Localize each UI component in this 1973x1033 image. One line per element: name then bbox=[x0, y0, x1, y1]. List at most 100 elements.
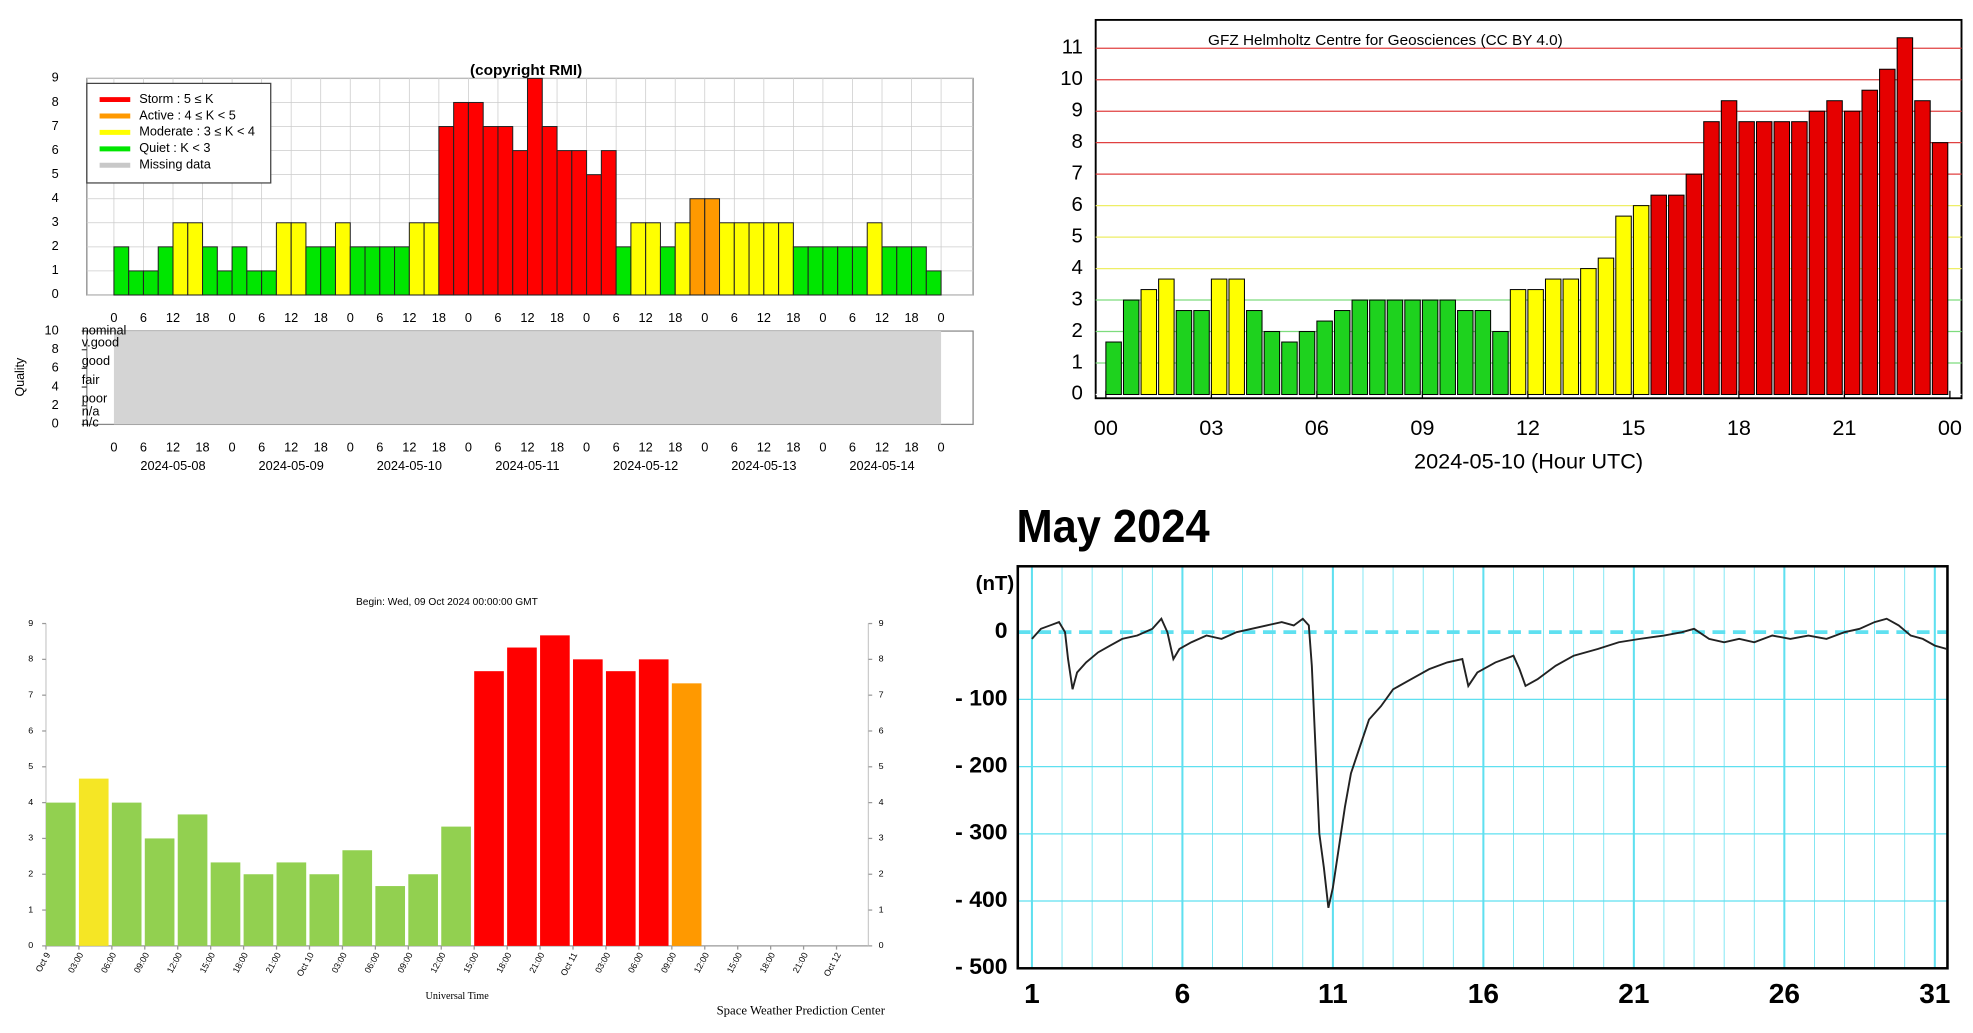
y-tick-label: 2 bbox=[52, 398, 59, 412]
bar bbox=[659, 246, 676, 296]
x-tick-label: 12 bbox=[1516, 416, 1540, 440]
x-tick-label: 18 bbox=[904, 311, 918, 325]
y-tick-label: 0 bbox=[995, 617, 1008, 643]
bar bbox=[1193, 310, 1210, 395]
x-tick-label: 12 bbox=[520, 440, 534, 454]
bar bbox=[1562, 278, 1580, 395]
x-tick-label: 6 bbox=[613, 440, 620, 454]
x-tick-label: 12:00 bbox=[165, 951, 184, 975]
bar bbox=[1896, 37, 1914, 395]
x-tick-label: 12 bbox=[284, 311, 298, 325]
date-label: 2024-05-10 bbox=[377, 459, 442, 473]
bar bbox=[408, 874, 438, 946]
bar bbox=[1580, 268, 1597, 395]
plot-border bbox=[1016, 565, 1949, 970]
y2-tick-label: 6 bbox=[879, 725, 884, 735]
y2-tick-label: 0 bbox=[879, 940, 884, 950]
bar bbox=[1597, 257, 1615, 395]
bar bbox=[1263, 331, 1281, 395]
x-tick-label: 12 bbox=[639, 440, 653, 454]
chart-title: (copyright RMI) bbox=[470, 62, 582, 79]
bar bbox=[1457, 310, 1474, 395]
x-tick-label: 18:00 bbox=[758, 951, 777, 975]
x-tick-label: 0 bbox=[110, 311, 117, 325]
date-label: 2024-05-14 bbox=[849, 459, 914, 473]
y-tick-label: - 300 bbox=[955, 819, 1007, 845]
bar bbox=[275, 222, 292, 296]
legend-label: Quiet : K < 3 bbox=[139, 141, 210, 155]
bar bbox=[438, 126, 455, 296]
y-tick-label: 1 bbox=[28, 904, 33, 914]
x-tick-label: 1 bbox=[1024, 978, 1040, 1009]
x-tick-label: 18 bbox=[195, 311, 209, 325]
bar bbox=[600, 150, 617, 296]
y-tick-label: 3 bbox=[28, 833, 33, 843]
x-tick-label: 03:00 bbox=[593, 951, 612, 975]
y-tick-label: 6 bbox=[52, 143, 59, 157]
y-tick-label: - 500 bbox=[955, 953, 1007, 979]
x-tick-label: 0 bbox=[938, 311, 945, 325]
y-tick-label: 1 bbox=[1072, 351, 1083, 373]
x-tick-label: 18 bbox=[1727, 416, 1751, 440]
legend-label: Storm : 5 ≤ K bbox=[139, 92, 214, 106]
x-tick-label: 0 bbox=[701, 440, 708, 454]
x-tick-label: 12 bbox=[757, 311, 771, 325]
bar bbox=[778, 222, 794, 296]
date-label: 2024-05-09 bbox=[259, 459, 324, 473]
quality-label: fair bbox=[82, 373, 100, 387]
bar bbox=[441, 826, 471, 946]
bar bbox=[1175, 310, 1193, 395]
bar bbox=[128, 270, 144, 296]
bar bbox=[807, 246, 824, 296]
bar bbox=[822, 246, 839, 296]
y-tick-label: 4 bbox=[52, 191, 59, 205]
bar bbox=[1158, 278, 1175, 395]
bar bbox=[1439, 299, 1456, 395]
bar bbox=[1492, 331, 1509, 395]
bar bbox=[1808, 110, 1826, 395]
x-tick-label: 0 bbox=[819, 311, 826, 325]
bar bbox=[1791, 121, 1808, 395]
chart-title: GFZ Helmholtz Centre for Geosciences (CC… bbox=[1208, 32, 1563, 49]
bar bbox=[243, 874, 274, 946]
quality-label: n/a bbox=[82, 405, 100, 419]
x-tick-label: 15:00 bbox=[198, 951, 217, 975]
bar bbox=[1843, 110, 1861, 395]
x-tick-label: 15:00 bbox=[461, 951, 480, 975]
bar bbox=[305, 246, 322, 296]
bar bbox=[144, 838, 175, 946]
x-axis-label: Universal Time bbox=[426, 991, 490, 1002]
y-tick-label: 7 bbox=[1072, 163, 1083, 185]
x-tick-label: 09:00 bbox=[659, 951, 678, 975]
x-tick-label: 0 bbox=[465, 311, 472, 325]
bar bbox=[733, 222, 750, 296]
bar bbox=[1246, 310, 1263, 395]
bar bbox=[526, 77, 543, 296]
y2-tick-label: 2 bbox=[879, 869, 884, 879]
y-tick-label: 10 bbox=[1060, 68, 1083, 90]
y-tick-label: 3 bbox=[1072, 289, 1083, 311]
bar bbox=[674, 222, 691, 296]
bar bbox=[1474, 310, 1492, 395]
y-tick-label: 5 bbox=[1072, 226, 1083, 248]
bar bbox=[320, 246, 336, 296]
bar bbox=[1738, 121, 1755, 395]
bar bbox=[540, 635, 570, 946]
x-tick-label: 06:00 bbox=[626, 951, 645, 975]
bar bbox=[1105, 341, 1122, 395]
x-tick-label: 21 bbox=[1618, 978, 1649, 1009]
bar bbox=[482, 126, 499, 296]
x-tick-label: 11 bbox=[1318, 978, 1348, 1009]
y-tick-label: 9 bbox=[28, 618, 33, 628]
bar bbox=[1703, 121, 1720, 395]
bar bbox=[1773, 121, 1791, 395]
bar bbox=[671, 683, 702, 946]
bar bbox=[586, 174, 602, 296]
bar bbox=[1650, 194, 1667, 395]
x-tick-label: 31 bbox=[1919, 978, 1950, 1009]
x-tick-label: 6 bbox=[140, 311, 147, 325]
x-tick-label: 6 bbox=[494, 440, 501, 454]
y-tick-label: 2 bbox=[28, 869, 33, 879]
bar bbox=[172, 222, 189, 296]
